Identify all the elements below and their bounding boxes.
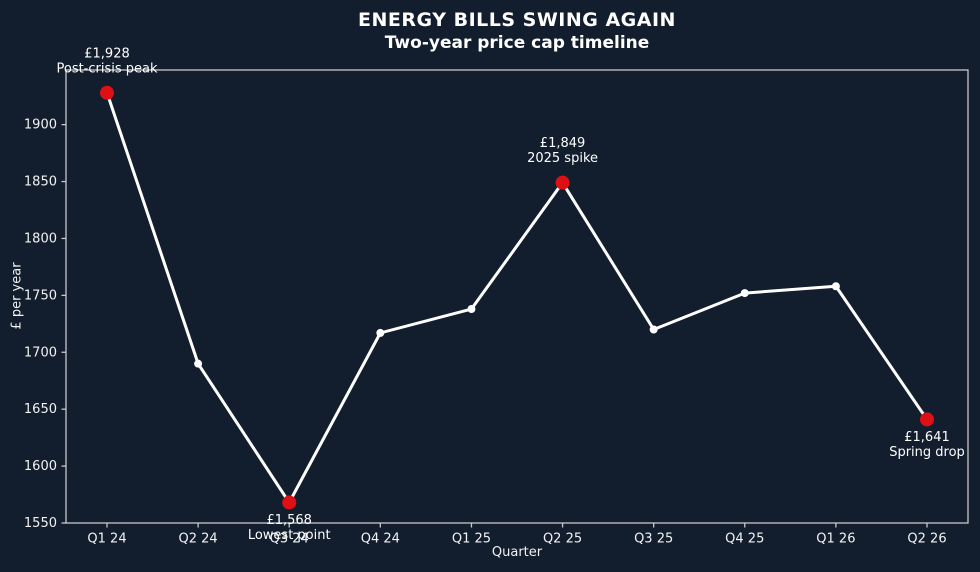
y-axis-label: £ per year xyxy=(9,262,25,330)
x-tick-label: Q2 25 xyxy=(543,532,582,547)
data-point xyxy=(376,328,385,337)
data-point xyxy=(740,289,749,298)
x-tick-label: Q2 24 xyxy=(179,532,218,547)
highlight-point xyxy=(282,495,297,510)
data-point xyxy=(831,282,840,291)
x-tick-label: Q1 25 xyxy=(452,532,491,547)
x-axis-label: Quarter xyxy=(491,545,543,560)
x-tick-label: Q3 25 xyxy=(634,532,673,547)
y-tick-label: 1900 xyxy=(24,118,57,133)
y-tick-label: 1600 xyxy=(24,459,57,474)
annotation-value: £1,928 xyxy=(84,46,130,61)
x-tick-label: Q1 24 xyxy=(87,532,126,547)
annotation-caption: Post-crisis peak xyxy=(56,61,158,76)
y-tick-label: 1650 xyxy=(24,402,57,417)
y-tick-label: 1750 xyxy=(24,288,57,303)
x-tick-label: Q1 26 xyxy=(816,532,855,547)
data-point xyxy=(194,359,203,368)
x-tick-label: Q4 24 xyxy=(361,532,400,547)
highlight-point xyxy=(555,175,570,190)
x-tick-label: Q4 25 xyxy=(725,532,764,547)
data-point xyxy=(467,305,476,314)
annotation-caption: Spring drop xyxy=(889,445,965,460)
chart-subtitle: Two-year price cap timeline xyxy=(384,33,650,53)
chart-title: ENERGY BILLS SWING AGAIN xyxy=(358,9,676,31)
annotation-value: £1,641 xyxy=(904,430,950,445)
series-line xyxy=(105,91,929,505)
x-tick-label: Q3 24 xyxy=(270,532,309,547)
annotation-value: £1,849 xyxy=(540,136,586,151)
y-tick-label: 1850 xyxy=(24,175,57,190)
y-tick-label: 1700 xyxy=(24,345,57,360)
y-tick-label: 1550 xyxy=(24,516,57,531)
highlight-point xyxy=(100,85,114,100)
x-tick-label: Q2 26 xyxy=(907,532,946,547)
annotation-caption: Lowest point xyxy=(248,528,331,543)
annotation-value: £1,568 xyxy=(266,513,312,528)
annotation-caption: 2025 spike xyxy=(527,151,598,166)
axes-border xyxy=(65,69,969,524)
highlight-point xyxy=(920,412,934,427)
y-tick-label: 1800 xyxy=(24,231,57,246)
data-point xyxy=(649,325,658,334)
